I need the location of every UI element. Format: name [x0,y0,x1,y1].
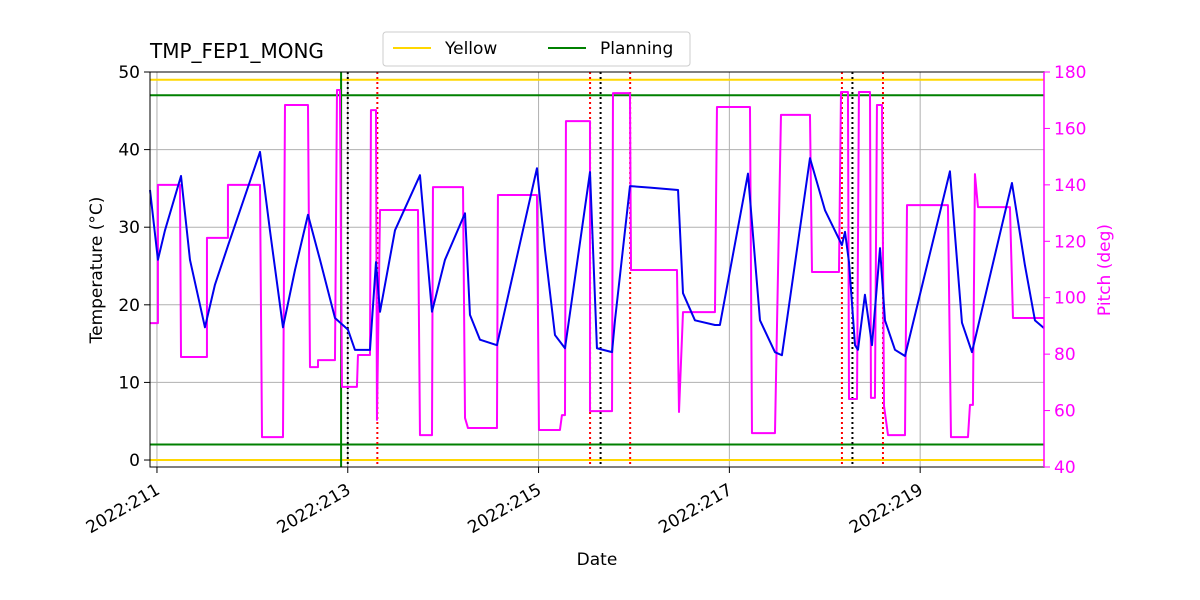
y-tick-label: 10 [118,373,140,393]
y-tick-label: 40 [118,141,140,161]
y2-tick-label: 80 [1054,345,1076,365]
y-axis-label: Temperature (°C) [87,197,107,345]
y2-tick-label: 120 [1054,232,1086,252]
legend-label: Planning [600,39,673,59]
y2-tick-label: 140 [1054,176,1086,196]
chart-title: TMP_FEP1_MONG [149,39,324,63]
y-tick-label: 50 [118,63,140,83]
y-tick-label: 30 [118,218,140,238]
legend-box [382,31,691,67]
y2-tick-label: 40 [1054,458,1076,478]
x-axis-label: Date [577,550,618,570]
data-line [149,150,1045,358]
y2-tick-label: 100 [1054,289,1086,309]
legend-label: Yellow [444,39,497,59]
y-tick-label: 0 [129,451,140,471]
y2-tick-label: 160 [1054,119,1086,139]
y2-tick-label: 180 [1054,63,1086,83]
y-tick-label: 20 [118,296,140,316]
data-line [150,89,1044,439]
y2-tick-label: 60 [1054,402,1076,422]
y2-axis-label: Pitch (deg) [1095,224,1115,316]
